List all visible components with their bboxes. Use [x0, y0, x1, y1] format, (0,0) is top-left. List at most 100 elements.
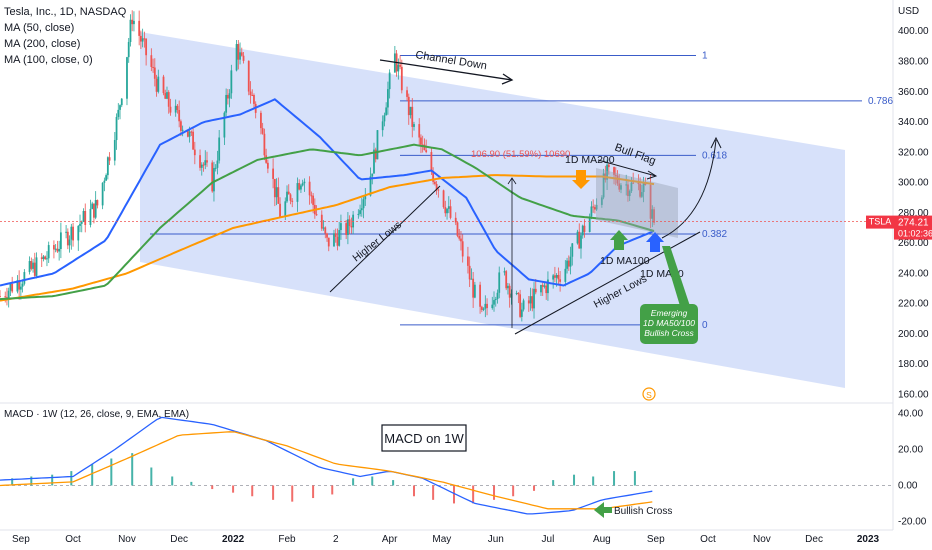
candle-body	[18, 280, 21, 290]
candle-body	[407, 96, 410, 116]
price-value-badge	[894, 215, 932, 240]
candle-body	[204, 160, 207, 166]
candle-body	[362, 199, 365, 209]
candle-body	[273, 178, 276, 198]
candle-body	[482, 308, 485, 310]
candle-body	[202, 164, 205, 166]
candle-body	[373, 149, 375, 174]
candle-body	[651, 209, 654, 219]
candle-body	[505, 271, 508, 289]
macd-hist-bar	[251, 485, 254, 497]
candle-body	[628, 191, 631, 197]
candle-body	[180, 121, 182, 131]
candle-body	[117, 109, 120, 117]
legend-ma200[interactable]: MA (200, close)	[4, 38, 81, 50]
candle-body	[308, 181, 311, 196]
candle-body	[226, 94, 229, 99]
candle-body	[68, 239, 71, 246]
candle-body	[96, 200, 99, 206]
price-tick-label: 320.00	[898, 147, 929, 158]
candle-body	[119, 105, 121, 110]
candle-body	[296, 183, 299, 202]
time-axis[interactable]: Sep Oct Nov Dec 2022 Feb 2 Apr May Jun Jul Aug Sep Oc…	[12, 534, 880, 545]
macd-hist-bar	[312, 485, 315, 499]
candle-body	[249, 91, 252, 96]
macd-hist-bar	[51, 474, 54, 486]
macd-series-line-0	[0, 416, 653, 515]
candle-body	[630, 182, 633, 192]
candle-body	[145, 38, 148, 56]
ma-line-0	[0, 98, 655, 287]
candle-body	[461, 241, 464, 257]
candle-body	[190, 131, 193, 133]
candle-body	[430, 152, 433, 171]
candle-body	[470, 278, 473, 280]
candle-body	[588, 216, 591, 232]
legend-ma50[interactable]: MA (50, close)	[4, 22, 75, 34]
price-tick-label: 240.00	[898, 268, 929, 279]
candle-body	[16, 280, 19, 292]
candle-body	[240, 52, 243, 56]
macd-tick-label: 40.00	[898, 409, 923, 420]
candle-body	[467, 256, 469, 266]
candle-body	[564, 268, 567, 282]
candle-body	[113, 140, 116, 161]
candle-body	[33, 262, 36, 276]
ma-line-2	[0, 143, 655, 301]
macd-tick-label: -20.00	[898, 516, 927, 527]
candle-body	[576, 231, 579, 244]
candle-body	[7, 290, 10, 300]
legend-ma100[interactable]: MA (100, close, 0)	[4, 54, 93, 66]
macd-series-line-1	[0, 431, 653, 510]
candle-body	[529, 296, 532, 304]
candle-body	[333, 233, 335, 247]
candle-body	[508, 285, 511, 298]
candle-body	[397, 64, 400, 72]
candle-body	[583, 225, 586, 232]
candle-body	[432, 170, 435, 182]
candle-body	[275, 187, 278, 198]
time-tick-label: Feb	[278, 534, 296, 545]
macd-hist-bar	[592, 476, 595, 486]
candle-body	[28, 261, 31, 273]
candle-body	[32, 262, 34, 269]
earnings-event-marker[interactable]	[642, 387, 656, 401]
macd-axis[interactable]: 40.00 20.00 0.00 -20.00	[898, 409, 927, 528]
candle-body	[200, 164, 203, 168]
candle-body	[569, 256, 572, 267]
candle-body	[507, 285, 509, 289]
macd-label-text: MACD on 1W	[384, 431, 464, 446]
candle-body	[522, 300, 525, 310]
candle-body	[541, 285, 544, 287]
candle-body	[291, 200, 294, 202]
candle-body	[418, 124, 421, 138]
candle-body	[58, 248, 61, 252]
candle-body	[47, 245, 50, 259]
price-tick-label: 180.00	[898, 359, 929, 370]
candle-body	[178, 109, 181, 122]
macd-legend[interactable]: MACD · 1W (12, 26, close, 9, EMA, EMA)	[4, 409, 190, 420]
macd-hist-bar	[272, 485, 275, 500]
candle-body	[44, 256, 47, 260]
candle-body	[277, 187, 280, 204]
candle-body	[266, 162, 269, 169]
candle-body	[181, 129, 184, 131]
candle-body	[126, 57, 128, 99]
candle-body	[230, 70, 233, 94]
price-axis[interactable]: 160.00 180.00 200.00 220.00 240.00 260.00 280.…	[898, 26, 929, 400]
candle-body	[260, 112, 262, 129]
candle-body	[639, 183, 642, 197]
candle-body	[456, 222, 459, 236]
measure-label: 106.90 (51.59%) 10690	[471, 149, 570, 160]
macd-hist-bar	[453, 485, 456, 504]
macd-hist-bar	[512, 485, 515, 497]
candle-body	[166, 92, 168, 99]
candle-body	[162, 76, 165, 94]
candle-body	[251, 95, 254, 97]
macd-hist-bar	[432, 485, 435, 500]
candle-body	[139, 35, 142, 42]
candle-body	[199, 155, 201, 168]
candle-body	[369, 176, 372, 196]
macd-hist-bar	[412, 485, 415, 497]
candle-body	[468, 265, 471, 280]
